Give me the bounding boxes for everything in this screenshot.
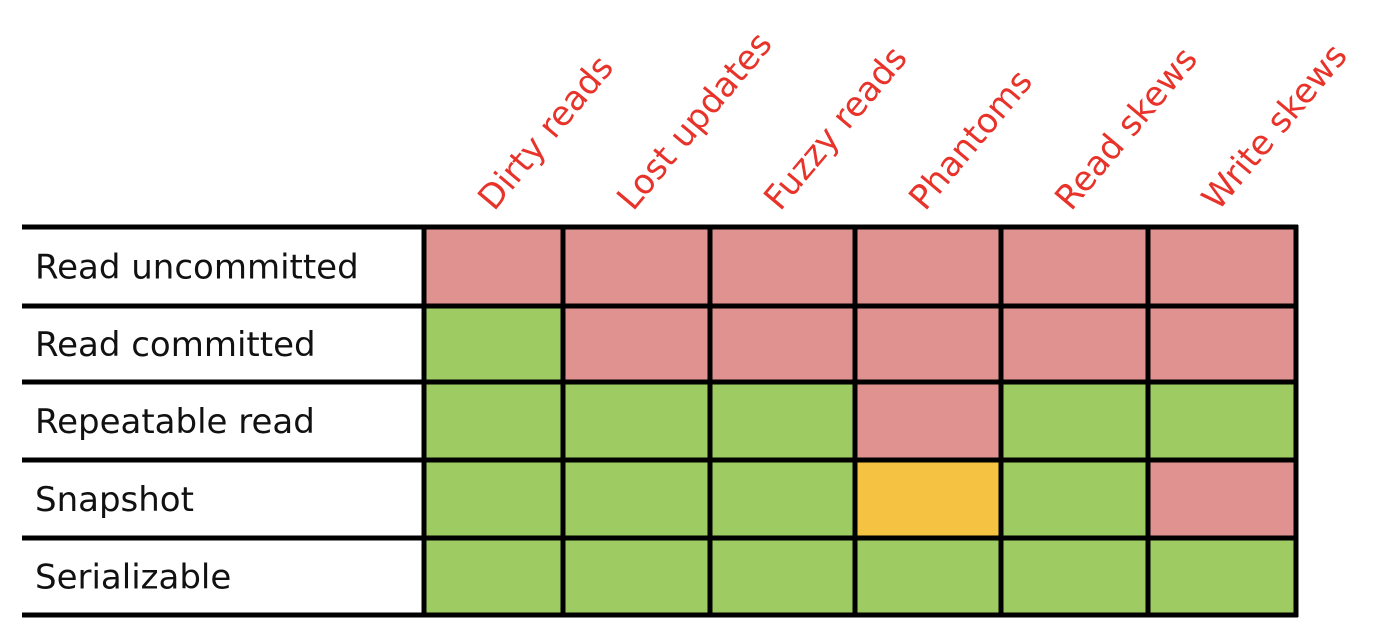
matrix-cells [424, 227, 1296, 615]
cell-read-uncommitted-fuzzy-reads [710, 227, 855, 306]
cell-repeatable-read-lost-updates [563, 382, 710, 460]
cell-repeatable-read-dirty-reads [424, 382, 563, 460]
cell-serializable-write-skews [1148, 538, 1296, 615]
column-header-read-skews: Read skews [1047, 40, 1205, 218]
row-label-read-uncommitted: Read uncommitted [35, 248, 359, 288]
cell-snapshot-read-skews [1001, 460, 1148, 538]
cell-serializable-dirty-reads [424, 538, 563, 615]
cell-repeatable-read-read-skews [1001, 382, 1148, 460]
cell-serializable-lost-updates [563, 538, 710, 615]
cell-read-uncommitted-dirty-reads [424, 227, 563, 306]
row-label-read-committed: Read committed [35, 325, 316, 365]
column-header-dirty-reads: Dirty reads [470, 48, 622, 218]
cell-serializable-fuzzy-reads [710, 538, 855, 615]
cell-read-committed-read-skews [1001, 306, 1148, 382]
column-header-fuzzy-reads: Fuzzy reads [756, 39, 915, 218]
cell-snapshot-write-skews [1148, 460, 1296, 538]
cell-read-committed-phantoms [855, 306, 1001, 382]
row-labels: Read uncommitted Read committed Repeatable… [35, 248, 359, 598]
cell-repeatable-read-write-skews [1148, 382, 1296, 460]
cell-snapshot-phantoms [855, 460, 1001, 538]
cell-repeatable-read-fuzzy-reads [710, 382, 855, 460]
row-label-serializable: Serializable [35, 558, 231, 598]
row-label-snapshot: Snapshot [35, 480, 194, 520]
cell-read-uncommitted-read-skews [1001, 227, 1148, 306]
cell-snapshot-lost-updates [563, 460, 710, 538]
cell-snapshot-fuzzy-reads [710, 460, 855, 538]
cell-read-committed-dirty-reads [424, 306, 563, 382]
matrix-grid-lines [22, 224, 1299, 618]
column-header-lost-updates: Lost updates [609, 25, 780, 218]
cell-read-uncommitted-phantoms [855, 227, 1001, 306]
cell-read-committed-write-skews [1148, 306, 1296, 382]
cell-read-committed-fuzzy-reads [710, 306, 855, 382]
cell-serializable-read-skews [1001, 538, 1148, 615]
cell-read-uncommitted-lost-updates [563, 227, 710, 306]
cell-read-committed-lost-updates [563, 306, 710, 382]
column-header-phantoms: Phantoms [901, 62, 1041, 217]
column-header-write-skews: Write skews [1194, 36, 1355, 217]
row-label-repeatable-read: Repeatable read [35, 402, 315, 442]
cell-snapshot-dirty-reads [424, 460, 563, 538]
cell-read-uncommitted-write-skews [1148, 227, 1296, 306]
cell-serializable-phantoms [855, 538, 1001, 615]
cell-repeatable-read-phantoms [855, 382, 1001, 460]
